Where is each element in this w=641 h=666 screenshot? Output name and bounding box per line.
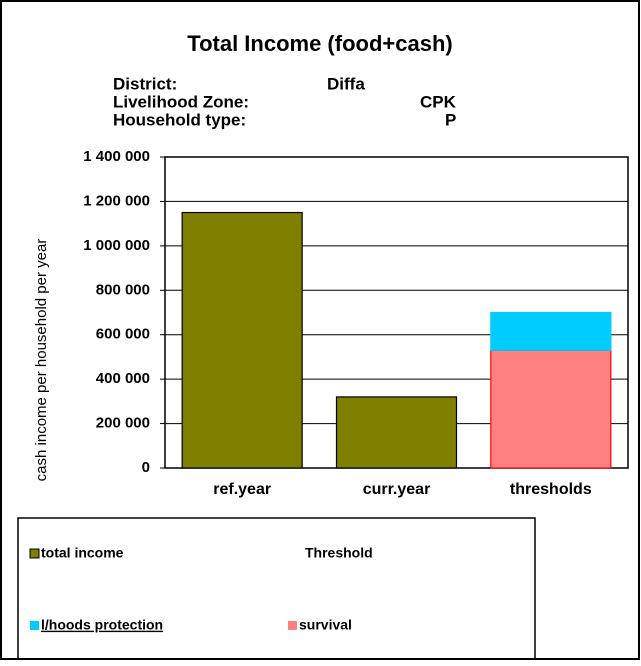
y-tick-label: 600 000 [96, 326, 150, 343]
legend-swatch [30, 621, 39, 630]
y-tick-label: 800 000 [96, 281, 150, 298]
legend-label: survival [299, 617, 352, 633]
x-tick-label: curr.year [363, 481, 431, 498]
info-label: District: [113, 74, 177, 93]
legend-label: total income [41, 545, 124, 561]
y-tick-label: 200 000 [96, 415, 150, 432]
bar [490, 311, 612, 351]
info-label: Livelihood Zone: [113, 92, 249, 111]
y-tick-label: 400 000 [96, 370, 150, 387]
info-label: Household type: [113, 110, 246, 129]
y-axis-label: cash income per household per year [33, 239, 50, 482]
info-value: P [445, 110, 456, 129]
legend-swatch [29, 548, 40, 559]
info-value: Diffa [327, 74, 365, 93]
legend-label: l/hoods protection [41, 617, 163, 633]
y-tick-label: 1 000 000 [83, 237, 150, 254]
bar [335, 396, 458, 469]
info-value: CPK [420, 92, 457, 111]
legend-box [17, 517, 536, 660]
y-tick-label: 1 200 000 [83, 192, 150, 209]
bar [181, 211, 303, 469]
bar [490, 349, 612, 469]
y-tick-label: 0 [142, 459, 150, 476]
x-tick-label: thresholds [510, 481, 592, 498]
y-tick-label: 1 400 000 [83, 148, 150, 165]
x-tick-label: ref.year [213, 481, 271, 498]
legend-swatch [288, 621, 297, 630]
legend-heading: Threshold [305, 545, 373, 561]
chart-title: Total Income (food+cash) [187, 31, 452, 56]
